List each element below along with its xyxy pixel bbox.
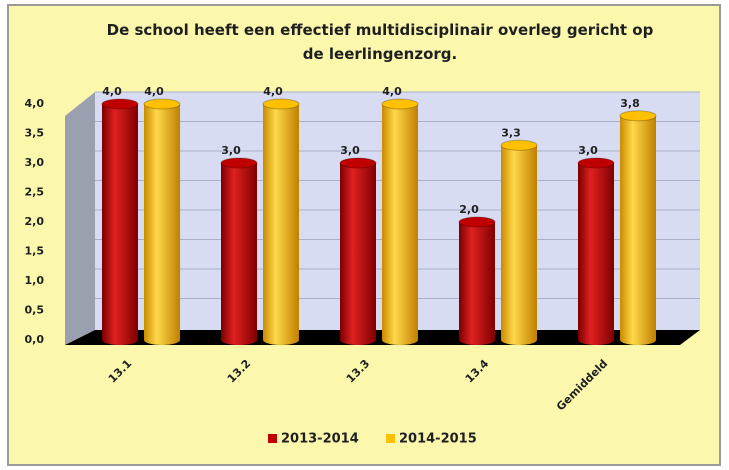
y-tick-label: 4,0	[25, 97, 45, 110]
value-label: 3,0	[221, 144, 241, 157]
bar	[102, 104, 138, 345]
value-label: 3,0	[578, 144, 598, 157]
legend-swatch	[268, 434, 277, 443]
bar	[459, 222, 495, 345]
value-label: 3,8	[620, 97, 640, 110]
value-label: 3,3	[501, 126, 521, 139]
bar	[578, 163, 614, 345]
bar	[221, 163, 257, 345]
bar	[340, 163, 376, 345]
bar-top	[262, 98, 300, 110]
bar	[501, 145, 537, 345]
bar-top	[220, 157, 258, 169]
y-tick-label: 2,0	[25, 215, 45, 228]
bar	[263, 104, 299, 345]
bar-top	[101, 98, 139, 110]
value-label: 4,0	[144, 85, 164, 98]
y-tick-label: 0,0	[25, 333, 45, 346]
chart-title: De school heeft een effectief multidisci…	[106, 21, 654, 63]
value-label: 4,0	[382, 85, 402, 98]
bar	[620, 115, 656, 345]
bar-top	[339, 157, 377, 169]
bar-top	[143, 98, 181, 110]
value-label: 3,0	[340, 144, 360, 157]
bar-top	[619, 110, 657, 122]
y-tick-label: 1,5	[25, 245, 45, 258]
side-wall	[65, 92, 95, 345]
legend-swatch	[386, 434, 395, 443]
value-label: 4,0	[263, 85, 283, 98]
y-tick-label: 3,5	[25, 127, 45, 140]
bar-top	[381, 98, 419, 110]
bar	[382, 104, 418, 345]
value-label: 2,0	[459, 203, 479, 216]
y-tick-label: 2,5	[25, 186, 45, 199]
y-tick-label: 0,5	[25, 304, 45, 317]
legend-label: 2013-2014	[281, 432, 359, 447]
bar-top	[500, 139, 538, 151]
legend-label: 2014-2015	[399, 432, 477, 447]
bar-top	[458, 216, 496, 228]
value-label: 4,0	[102, 85, 122, 98]
y-tick-label: 3,0	[25, 156, 45, 169]
bar-top	[577, 157, 615, 169]
y-tick-label: 1,0	[25, 274, 45, 287]
bar	[144, 104, 180, 345]
